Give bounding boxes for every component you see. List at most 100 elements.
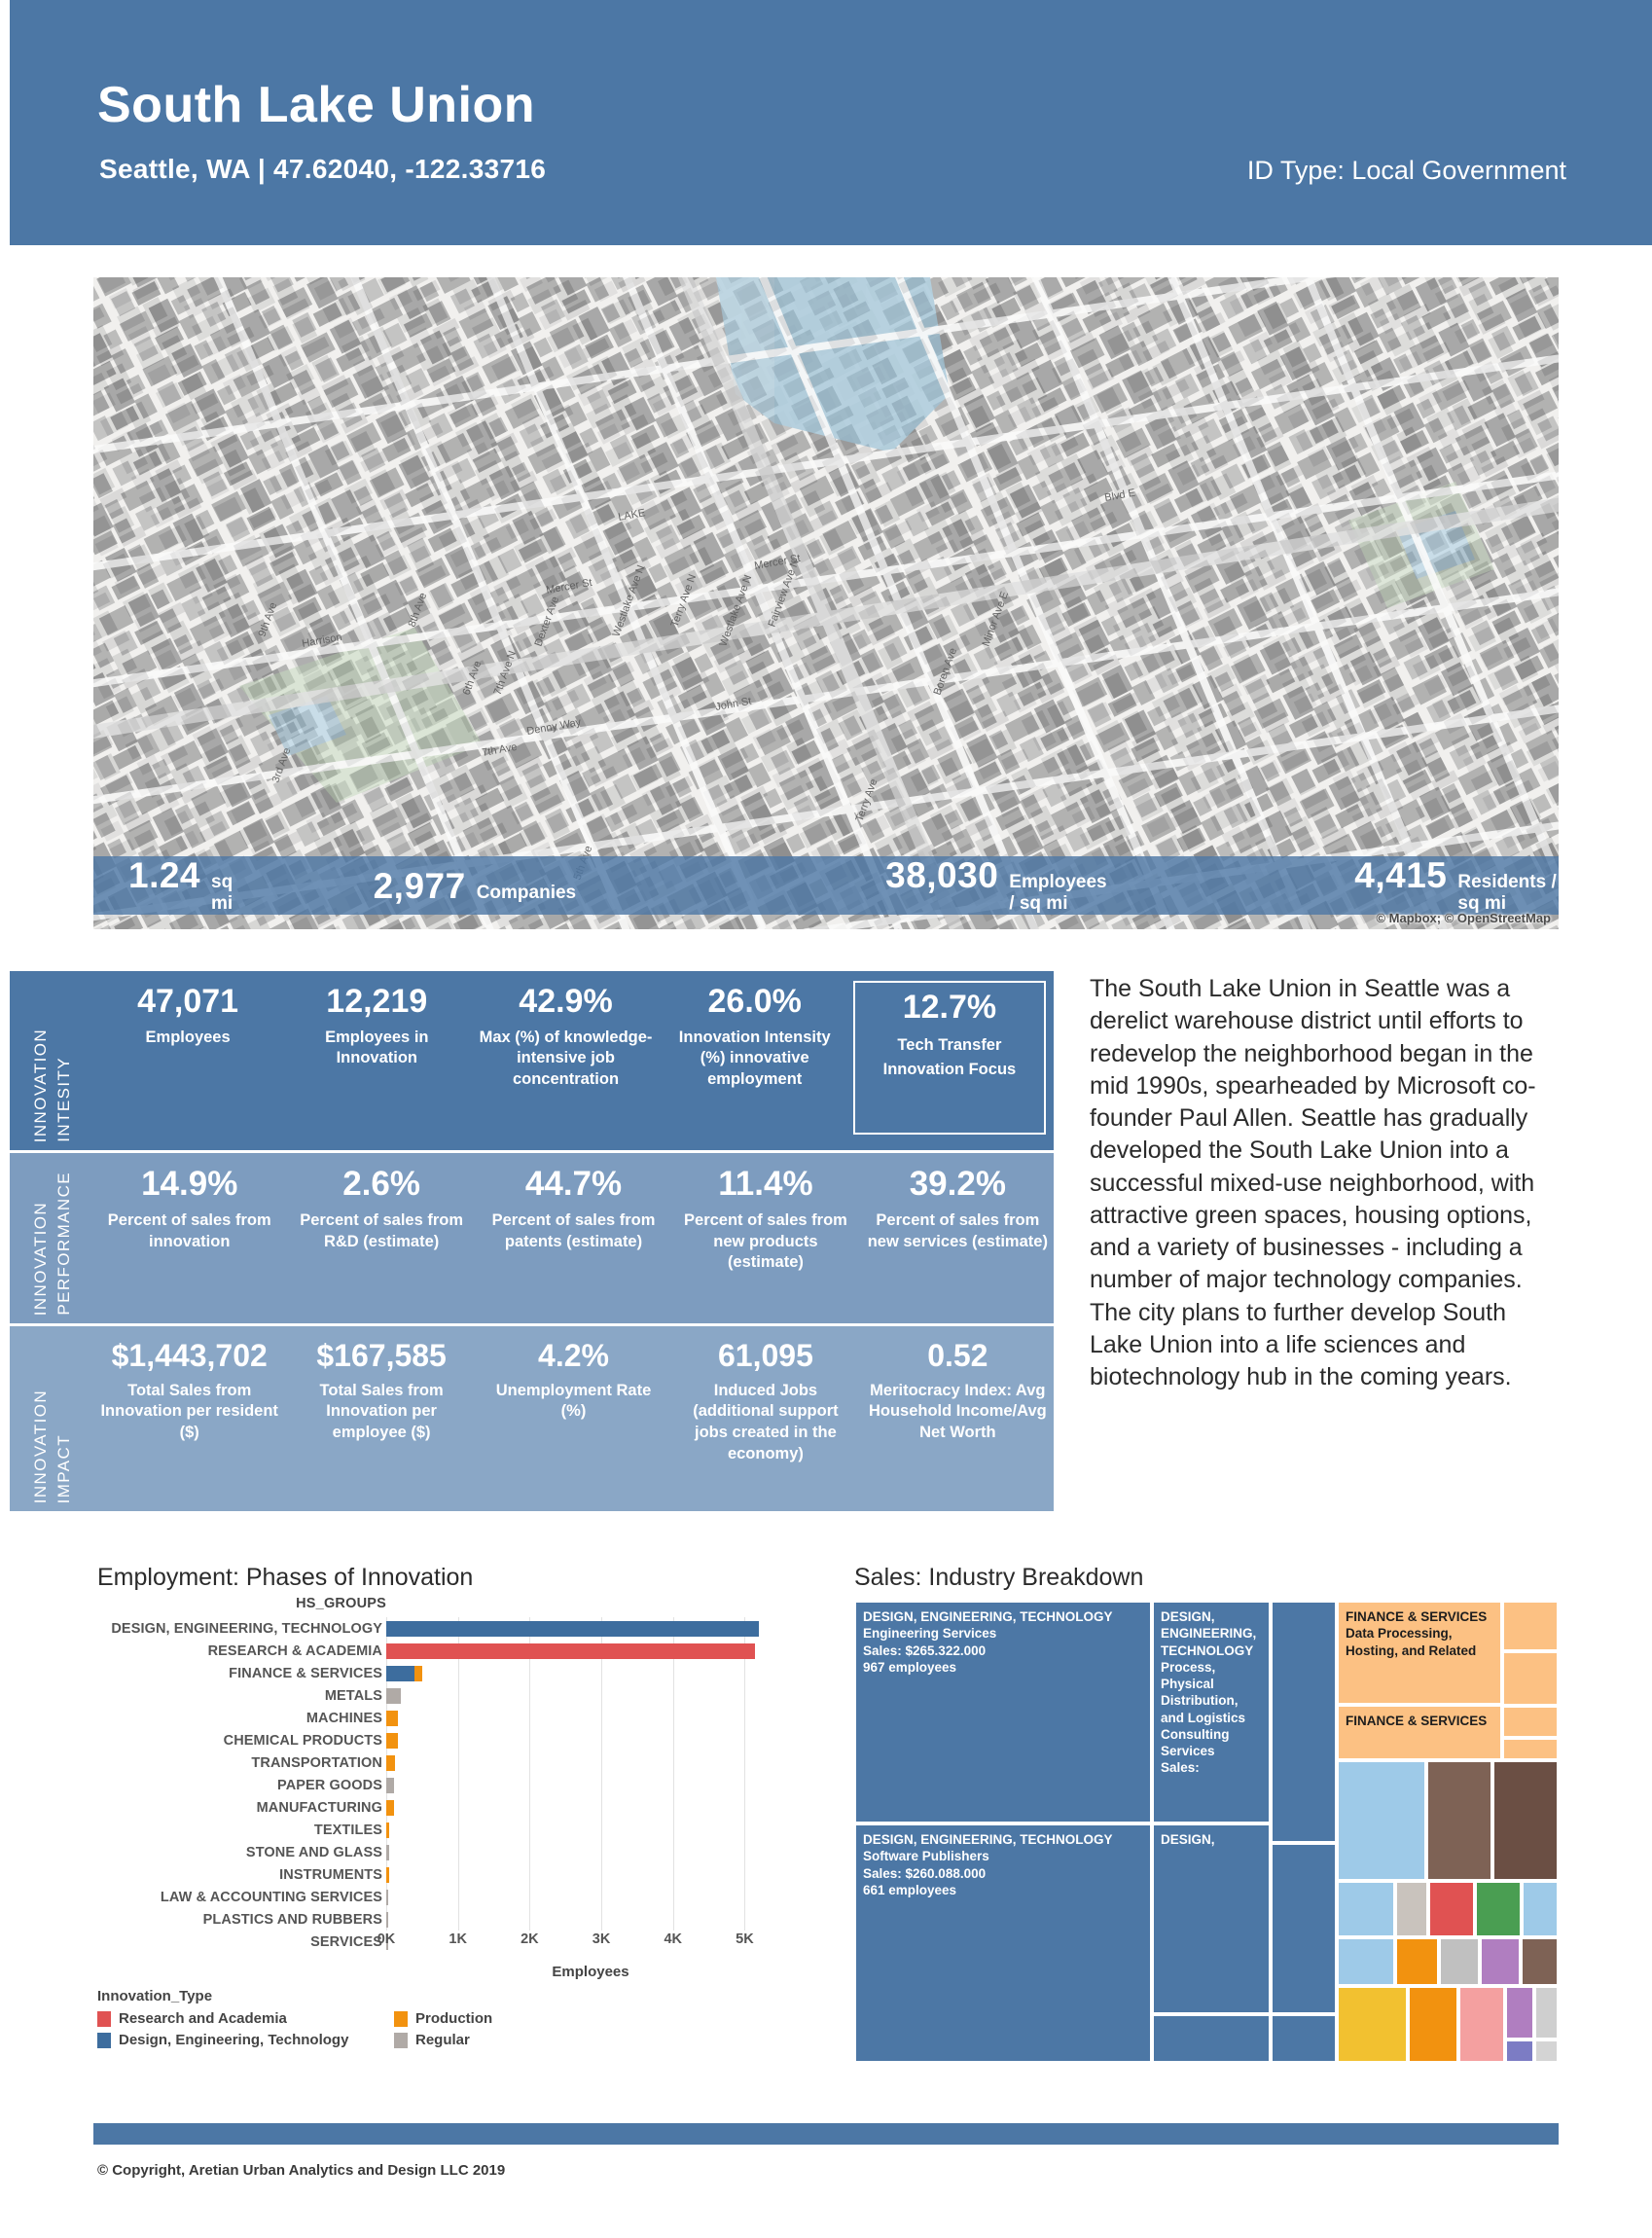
- bar-chart[interactable]: HS_GROUPS DESIGN, ENGINEERING, TECHNOLOG…: [97, 1596, 798, 1980]
- treemap-tile-label: DESIGN, ENGINEERING, TECHNOLOGY Engineeri…: [856, 1603, 1150, 1676]
- bar-row-track: [386, 1889, 798, 1905]
- legend-item[interactable]: Research and Academia: [97, 2010, 394, 2027]
- bar-segment[interactable]: [386, 1732, 398, 1749]
- treemap-title: Sales: Industry Breakdown: [854, 1564, 1144, 1591]
- bar-segment[interactable]: [386, 1642, 756, 1659]
- treemap-tile[interactable]: [1522, 1881, 1559, 1937]
- treemap-tile[interactable]: [1502, 1601, 1559, 1651]
- bar-row-track: [386, 1933, 798, 1950]
- treemap-tile[interactable]: DESIGN, ENGINEERING, TECHNOLOGY Engineeri…: [854, 1601, 1152, 1823]
- treemap-tile[interactable]: [1458, 1986, 1505, 2063]
- bar-row-label: INSTRUMENTS: [279, 1866, 382, 1883]
- bar-segment[interactable]: [386, 1911, 388, 1928]
- treemap-tile[interactable]: [1426, 1760, 1492, 1881]
- map-image: Mercer St Mercer St Denny Way John St 7t…: [93, 277, 1559, 929]
- bar-segment[interactable]: [386, 1665, 414, 1681]
- bar-segment[interactable]: [386, 1710, 399, 1726]
- treemap-tile[interactable]: [1502, 1738, 1559, 1760]
- treemap-tile[interactable]: [1337, 1937, 1395, 1986]
- treemap-tile[interactable]: [1152, 2014, 1271, 2063]
- legend-item[interactable]: Production: [394, 2010, 589, 2027]
- treemap-tile[interactable]: [1475, 1881, 1522, 1937]
- treemap-tile[interactable]: [1428, 1881, 1475, 1937]
- bar-segment[interactable]: [386, 1799, 395, 1816]
- bar-segment[interactable]: [386, 1844, 389, 1860]
- bar-row-track: [386, 1620, 798, 1637]
- metric-cell: 2.6% Percent of sales from R&D (estimate…: [285, 1153, 477, 1323]
- stat-residents-label: Residents / sq mi: [1457, 871, 1557, 914]
- treemap-tile-line: DESIGN, ENGINEERING, TECHNOLOGY: [863, 1832, 1113, 1847]
- bar-segment[interactable]: [386, 1777, 394, 1793]
- treemap-tile[interactable]: DESIGN, ENGINEERING, TECHNOLOGY Process, …: [1152, 1601, 1271, 1823]
- treemap-tile[interactable]: [1502, 1651, 1559, 1706]
- stat-employees-value: 38,030: [885, 854, 999, 895]
- treemap-tile[interactable]: [1408, 1986, 1458, 2063]
- treemap-tile[interactable]: [1271, 1601, 1337, 1843]
- bar-segment[interactable]: [386, 1866, 389, 1883]
- bar-segment[interactable]: [386, 1687, 401, 1704]
- treemap-tile[interactable]: [1271, 2014, 1337, 2063]
- treemap-tile[interactable]: [1492, 1760, 1559, 1881]
- metric-cell-highlighted: 12.7% Tech Transfer Innovation Focus: [852, 981, 1047, 1135]
- treemap-tile[interactable]: [1534, 1986, 1559, 2039]
- bar-segment[interactable]: [386, 1754, 395, 1771]
- metric-cell: 61,095 Induced Jobs (additional support …: [669, 1326, 861, 1511]
- treemap-tile[interactable]: [1337, 1986, 1408, 2063]
- treemap-tile-line: Data Processing, Hosting, and Related: [1346, 1626, 1477, 1658]
- bar-chart-row: SERVICES: [97, 1931, 798, 1953]
- bar-chart-row: FINANCE & SERVICES: [97, 1662, 798, 1684]
- treemap-tile-line: FINANCE & SERVICES: [1346, 1609, 1488, 1624]
- metric-cell: 47,071 Employees: [93, 971, 282, 1150]
- bar-segment[interactable]: [386, 1889, 388, 1905]
- treemap-tile[interactable]: DESIGN,: [1152, 1823, 1271, 2014]
- bar-chart-row: TEXTILES: [97, 1819, 798, 1841]
- metric-cell: 44.7% Percent of sales from patents (est…: [478, 1153, 669, 1323]
- legend-item[interactable]: Regular: [394, 2032, 589, 2048]
- metric-value: 12.7%: [902, 989, 997, 1026]
- bar-row-label: TEXTILES: [313, 1822, 382, 1838]
- map-panel[interactable]: Mercer St Mercer St Denny Way John St 7t…: [93, 277, 1559, 929]
- treemap-tile[interactable]: [1439, 1937, 1480, 1986]
- treemap-tile[interactable]: [1395, 1937, 1439, 1986]
- legend-swatch: [97, 2032, 111, 2048]
- bar-chart-rows: DESIGN, ENGINEERING, TECHNOLOGY RESEARCH …: [97, 1617, 798, 1953]
- metric-cell: 42.9% Max (%) of knowledge-intensive job…: [471, 971, 660, 1150]
- bar-row-track: [386, 1687, 798, 1704]
- bar-row-track: [386, 1911, 798, 1928]
- treemap-chart[interactable]: DESIGN, ENGINEERING, TECHNOLOGY Engineeri…: [854, 1601, 1559, 2063]
- bar-segment[interactable]: [386, 1933, 388, 1950]
- row-label-line-1: INNOVATION: [31, 1028, 50, 1142]
- legend-item[interactable]: Design, Engineering, Technology: [97, 2032, 394, 2048]
- treemap-tile[interactable]: [1395, 1881, 1428, 1937]
- treemap-tile[interactable]: [1337, 1881, 1395, 1937]
- bar-chart-row: DESIGN, ENGINEERING, TECHNOLOGY: [97, 1617, 798, 1640]
- treemap-tile[interactable]: FINANCE & SERVICES: [1337, 1705, 1502, 1760]
- treemap-tile-line: FINANCE & SERVICES: [1346, 1714, 1488, 1728]
- metric-caption: Percent of sales from new services (esti…: [867, 1210, 1048, 1250]
- treemap-tile[interactable]: [1534, 2039, 1559, 2063]
- bar-chart-row: METALS: [97, 1684, 798, 1707]
- bar-chart-row: CHEMICAL PRODUCTS: [97, 1729, 798, 1751]
- treemap-tile[interactable]: [1521, 1937, 1559, 1986]
- bar-segment[interactable]: [386, 1620, 760, 1637]
- bar-row-label: LAW & ACCOUNTING SERVICES: [160, 1889, 382, 1905]
- bar-chart-title: Employment: Phases of Innovation: [97, 1564, 474, 1591]
- metric-cell: 0.52 Meritocracy Index: Avg Household In…: [862, 1326, 1054, 1511]
- treemap-tile[interactable]: FINANCE & SERVICES Data Processing, Hosti…: [1337, 1601, 1502, 1705]
- bar-row-label: DESIGN, ENGINEERING, TECHNOLOGY: [111, 1620, 382, 1637]
- treemap-tile[interactable]: DESIGN, ENGINEERING, TECHNOLOGY Software …: [854, 1823, 1152, 2063]
- bar-segment[interactable]: [413, 1665, 422, 1681]
- treemap-tile-label: DESIGN,: [1154, 1825, 1269, 1848]
- treemap-tile[interactable]: [1271, 1843, 1337, 2014]
- treemap-tile[interactable]: [1505, 2039, 1534, 2063]
- treemap-tile-line: Engineering Services: [863, 1626, 997, 1642]
- treemap-tile[interactable]: [1337, 1760, 1426, 1881]
- stat-area-value: 1.24: [128, 854, 201, 895]
- bar-chart-x-axis: 0K 1K 2K 3K 4K 5K: [377, 1931, 795, 1951]
- treemap-tile[interactable]: [1502, 1706, 1559, 1738]
- metric-caption: Total Sales from Innovation per resident…: [100, 1381, 278, 1442]
- treemap-tile[interactable]: [1480, 1937, 1521, 1986]
- treemap-tile[interactable]: [1505, 1986, 1534, 2039]
- bar-segment[interactable]: [386, 1822, 390, 1838]
- metrics-row-innovation-performance: INNOVATION PERFORMANCE 14.9% Percent of …: [10, 1153, 1054, 1323]
